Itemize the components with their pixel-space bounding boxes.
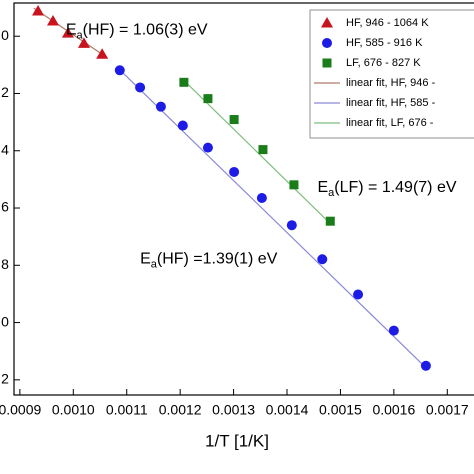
- annotation: Ea(HF) = 1.06(3) eV: [66, 22, 208, 42]
- x-tick-label: 0.0016: [372, 402, 415, 418]
- legend-label: linear fit, LF, 676 -: [346, 117, 434, 129]
- legend-marker: [322, 38, 332, 48]
- data-point: [155, 101, 166, 112]
- data-point: [47, 15, 60, 26]
- x-tick-label: 0.0011: [106, 402, 148, 418]
- x-tick-label: 0.0017: [426, 402, 469, 418]
- data-point: [114, 65, 125, 76]
- fit-line: [117, 67, 429, 371]
- legend-label: HF, 946 - 1064 K: [346, 17, 429, 29]
- data-point: [289, 180, 299, 190]
- data-point: [96, 48, 109, 59]
- data-point: [258, 145, 268, 155]
- data-point: [420, 360, 431, 371]
- data-point: [286, 220, 297, 231]
- y-tick-label: 4: [1, 141, 9, 157]
- legend-box: [309, 9, 474, 139]
- data-point: [202, 142, 213, 153]
- y-tick-label: 0: [1, 313, 9, 329]
- legend-label: linear fit, HF, 585 -: [346, 97, 436, 109]
- x-tick-label: 0.0013: [212, 402, 255, 418]
- x-tick-label: 0.0009: [0, 402, 41, 418]
- annotation-symbol: E: [140, 251, 151, 268]
- data-point: [229, 166, 240, 177]
- y-tick-label: 0: [1, 27, 9, 43]
- annotation-text: (LF) = 1.49(7) eV: [334, 179, 457, 196]
- data-point: [32, 5, 45, 16]
- data-point: [353, 289, 364, 300]
- data-point: [135, 82, 146, 93]
- x-axis-label: 1/T [1/K]: [205, 431, 269, 450]
- data-point: [61, 27, 74, 38]
- x-tick-label: 0.0010: [52, 402, 95, 418]
- data-point: [177, 120, 188, 131]
- x-tick-label: 0.0014: [266, 402, 309, 418]
- legend-marker: [321, 17, 333, 28]
- data-point: [317, 254, 328, 265]
- annotation-symbol: E: [317, 179, 328, 196]
- data-point: [203, 94, 213, 104]
- annotation-subscript: a: [151, 258, 158, 270]
- data-point: [325, 216, 335, 226]
- data-point: [256, 192, 267, 203]
- legend-label: HF, 585 - 916 K: [346, 37, 423, 49]
- annotation: Ea(HF) =1.39(1) eV: [140, 251, 278, 271]
- legend: HF, 946 - 1064 K HF, 585 - 916 K LF, 676 -…: [309, 9, 474, 139]
- y-tick-label: 2: [1, 84, 9, 100]
- plot-frame: [13, 2, 474, 396]
- data-point: [179, 77, 189, 87]
- y-tick-label: 8: [1, 256, 9, 272]
- data-point: [229, 115, 239, 125]
- legend-label: LF, 676 - 827 K: [346, 57, 421, 69]
- data-point: [388, 325, 399, 336]
- data-point: [77, 37, 90, 48]
- y-tick-label: 6: [1, 199, 9, 215]
- x-tick-label: 0.0015: [319, 402, 362, 418]
- legend-marker: [322, 58, 332, 68]
- x-tick-label: 0.0012: [159, 402, 202, 418]
- annotation: Ea(LF) = 1.49(7) eV: [317, 179, 456, 199]
- annotation-subscript: a: [76, 29, 83, 41]
- annotation-text: (HF) = 1.06(3) eV: [83, 22, 208, 39]
- annotation-subscript: a: [328, 187, 335, 199]
- annotation-text: (HF) =1.39(1) eV: [157, 251, 278, 268]
- annotation-symbol: E: [66, 22, 77, 39]
- y-tick-label: 2: [1, 371, 9, 387]
- legend-label: linear fit, HF, 946 -: [346, 77, 436, 89]
